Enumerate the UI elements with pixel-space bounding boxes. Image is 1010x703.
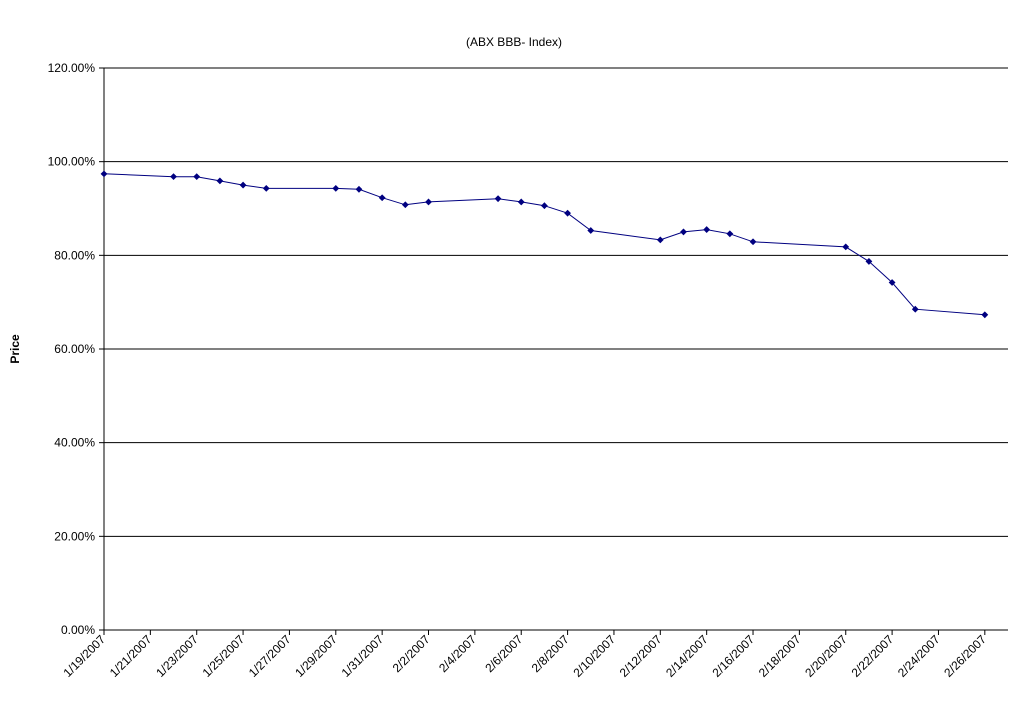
- x-tick-label: 2/18/2007: [756, 632, 804, 680]
- x-axis-ticks: 1/19/20071/21/20071/23/20071/25/20071/27…: [60, 630, 989, 680]
- x-tick-label: 2/26/2007: [941, 632, 989, 680]
- data-point: [726, 230, 734, 238]
- y-tick-label: 0.00%: [61, 623, 95, 637]
- data-point: [842, 243, 850, 251]
- x-tick-label: 2/10/2007: [570, 632, 618, 680]
- x-tick-label: 2/4/2007: [436, 632, 479, 675]
- x-tick-label: 2/2/2007: [390, 632, 433, 675]
- data-point: [216, 177, 224, 185]
- data-point: [564, 209, 571, 217]
- x-tick-label: 2/8/2007: [529, 632, 572, 675]
- y-tick-label: 100.00%: [48, 155, 96, 169]
- data-point: [680, 228, 687, 236]
- series-line: [103, 173, 985, 316]
- data-point: [193, 173, 201, 181]
- data-point: [378, 194, 386, 202]
- x-tick-label: 2/20/2007: [802, 632, 850, 680]
- y-tick-label: 120.00%: [48, 61, 96, 75]
- data-point: [355, 185, 363, 193]
- x-tick-label: 2/6/2007: [482, 632, 525, 675]
- data-point: [749, 238, 757, 246]
- y-tick-label: 40.00%: [54, 436, 95, 450]
- x-tick-label: 2/14/2007: [663, 632, 711, 680]
- data-point: [888, 279, 896, 286]
- x-tick-label: 2/24/2007: [895, 632, 943, 680]
- y-axis-label: Price: [8, 334, 22, 364]
- data-point: [911, 305, 919, 313]
- axes: [103, 68, 1008, 631]
- x-tick-label: 1/19/2007: [60, 632, 108, 680]
- y-axis-ticks: 0.00% 20.00% 40.00% 60.00% 80.00% 100.00% 120.…: [48, 61, 104, 637]
- x-tick-label: 1/31/2007: [339, 632, 387, 680]
- data-point: [517, 198, 525, 206]
- data-point: [100, 170, 108, 178]
- y-tick-label: 20.00%: [54, 529, 95, 543]
- y-tick-label: 60.00%: [54, 342, 95, 356]
- x-tick-label: 1/21/2007: [107, 632, 155, 680]
- data-point: [170, 173, 177, 181]
- chart-title: (ABX BBB- Index): [466, 35, 562, 49]
- data-point: [494, 195, 502, 203]
- data-point: [981, 311, 989, 319]
- x-tick-label: 1/25/2007: [200, 632, 248, 680]
- gridlines: [104, 67, 1008, 537]
- data-point: [262, 184, 270, 192]
- data-point: [865, 258, 873, 265]
- x-tick-label: 1/23/2007: [153, 632, 201, 680]
- data-point: [425, 198, 432, 206]
- x-tick-label: 2/22/2007: [849, 632, 897, 680]
- x-tick-label: 2/16/2007: [709, 632, 757, 680]
- data-point: [541, 202, 548, 210]
- x-tick-label: 2/12/2007: [617, 632, 665, 680]
- x-tick-label: 1/27/2007: [246, 632, 294, 680]
- y-tick-label: 80.00%: [54, 248, 95, 262]
- data-point: [239, 181, 247, 189]
- x-tick-label: 1/29/2007: [292, 632, 340, 680]
- series-group: [100, 170, 989, 319]
- data-point: [401, 201, 409, 209]
- data-point: [332, 184, 340, 192]
- data-point: [656, 236, 664, 244]
- data-point: [587, 227, 595, 234]
- data-point: [703, 226, 711, 233]
